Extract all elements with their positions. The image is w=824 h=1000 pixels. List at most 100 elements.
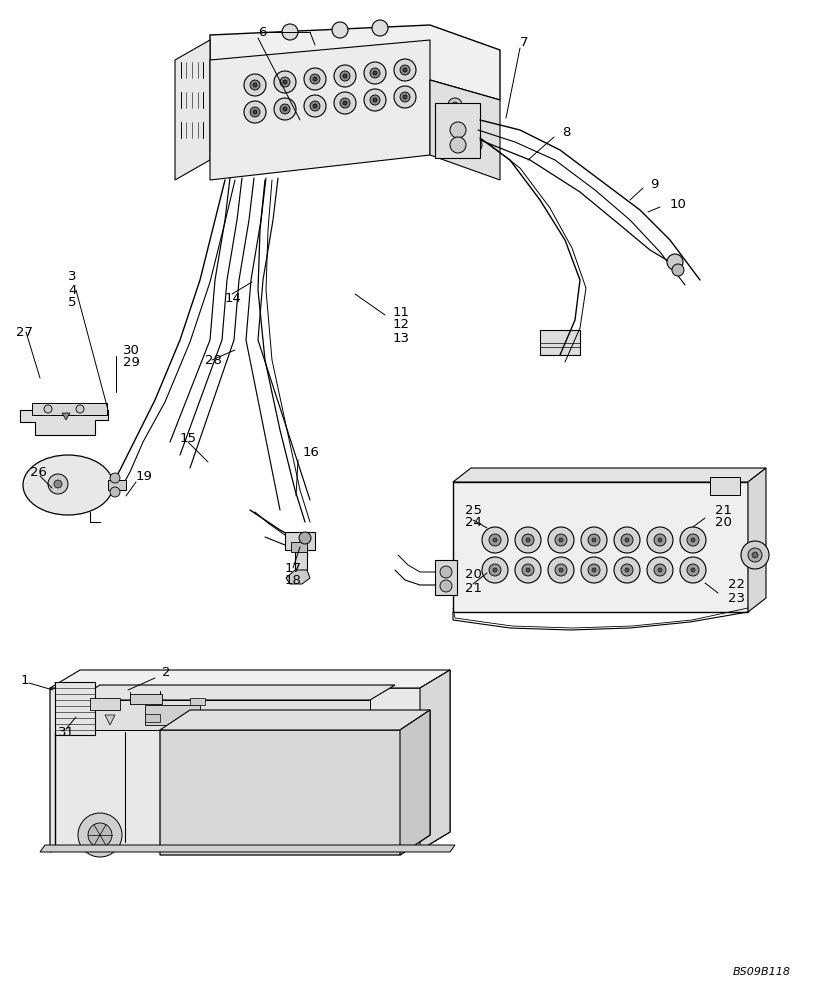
- Text: 15: 15: [180, 432, 197, 444]
- Circle shape: [658, 538, 662, 542]
- Circle shape: [592, 568, 596, 572]
- Polygon shape: [210, 25, 500, 100]
- Circle shape: [274, 98, 296, 120]
- Circle shape: [88, 823, 112, 847]
- Circle shape: [250, 107, 260, 117]
- Circle shape: [364, 89, 386, 111]
- Text: 14: 14: [225, 292, 242, 304]
- Circle shape: [370, 95, 380, 105]
- Circle shape: [372, 20, 388, 36]
- Bar: [435, 560, 457, 595]
- Circle shape: [340, 98, 350, 108]
- Circle shape: [559, 538, 563, 542]
- Circle shape: [515, 557, 541, 583]
- Circle shape: [370, 68, 380, 78]
- Circle shape: [621, 564, 633, 576]
- Bar: [285, 532, 315, 550]
- Circle shape: [526, 568, 530, 572]
- Circle shape: [555, 534, 567, 546]
- Text: 5: 5: [68, 296, 77, 310]
- Circle shape: [304, 95, 326, 117]
- Circle shape: [687, 534, 699, 546]
- Text: 7: 7: [520, 35, 528, 48]
- Bar: [295, 548, 307, 570]
- Text: 16: 16: [303, 446, 320, 458]
- Ellipse shape: [23, 455, 113, 515]
- Polygon shape: [50, 670, 450, 850]
- Circle shape: [394, 59, 416, 81]
- Circle shape: [76, 405, 84, 413]
- Polygon shape: [160, 710, 430, 730]
- Text: 4: 4: [68, 284, 77, 296]
- Circle shape: [691, 538, 695, 542]
- Circle shape: [400, 92, 410, 102]
- Circle shape: [647, 557, 673, 583]
- Circle shape: [373, 98, 377, 102]
- Polygon shape: [105, 715, 115, 725]
- Circle shape: [493, 538, 497, 542]
- Circle shape: [48, 474, 68, 494]
- Polygon shape: [75, 685, 395, 700]
- Bar: [145, 714, 160, 722]
- Text: 3: 3: [68, 270, 77, 284]
- Ellipse shape: [181, 92, 203, 108]
- Text: 17: 17: [285, 562, 302, 574]
- Circle shape: [621, 534, 633, 546]
- Circle shape: [482, 557, 508, 583]
- Text: 26: 26: [30, 466, 47, 480]
- Text: BS09B118: BS09B118: [733, 967, 791, 977]
- Text: 23: 23: [728, 591, 745, 604]
- Circle shape: [282, 24, 298, 40]
- Circle shape: [581, 557, 607, 583]
- Circle shape: [680, 527, 706, 553]
- Circle shape: [489, 564, 501, 576]
- Polygon shape: [400, 710, 430, 855]
- Circle shape: [472, 142, 478, 148]
- Circle shape: [592, 538, 596, 542]
- Circle shape: [588, 564, 600, 576]
- Bar: [291, 542, 307, 552]
- Text: 8: 8: [562, 125, 570, 138]
- Circle shape: [373, 71, 377, 75]
- Text: 19: 19: [136, 470, 153, 483]
- Circle shape: [468, 138, 482, 152]
- Circle shape: [334, 65, 356, 87]
- Text: 30: 30: [123, 344, 140, 357]
- Circle shape: [283, 107, 287, 111]
- Text: 21: 21: [715, 504, 732, 516]
- Polygon shape: [20, 410, 108, 435]
- Circle shape: [313, 77, 317, 81]
- Circle shape: [614, 557, 640, 583]
- Text: 13: 13: [393, 332, 410, 344]
- Polygon shape: [75, 700, 370, 730]
- Circle shape: [343, 74, 347, 78]
- Circle shape: [450, 137, 466, 153]
- Circle shape: [280, 77, 290, 87]
- Ellipse shape: [181, 62, 203, 78]
- Circle shape: [364, 62, 386, 84]
- Circle shape: [334, 92, 356, 114]
- Bar: [108, 480, 126, 490]
- Text: 25: 25: [465, 504, 482, 516]
- Circle shape: [667, 254, 683, 270]
- Circle shape: [343, 101, 347, 105]
- Circle shape: [340, 71, 350, 81]
- Circle shape: [752, 552, 758, 558]
- Text: 9: 9: [650, 178, 658, 192]
- Polygon shape: [190, 698, 205, 705]
- Circle shape: [283, 80, 287, 84]
- Circle shape: [44, 405, 52, 413]
- Circle shape: [304, 68, 326, 90]
- Circle shape: [448, 98, 462, 112]
- Bar: [710, 477, 740, 495]
- Circle shape: [253, 110, 257, 114]
- Text: 11: 11: [393, 306, 410, 318]
- Circle shape: [110, 473, 120, 483]
- Bar: [130, 694, 162, 704]
- Circle shape: [748, 548, 762, 562]
- Circle shape: [588, 534, 600, 546]
- Circle shape: [625, 538, 629, 542]
- Circle shape: [253, 83, 257, 87]
- Circle shape: [658, 568, 662, 572]
- Text: 18: 18: [285, 574, 302, 587]
